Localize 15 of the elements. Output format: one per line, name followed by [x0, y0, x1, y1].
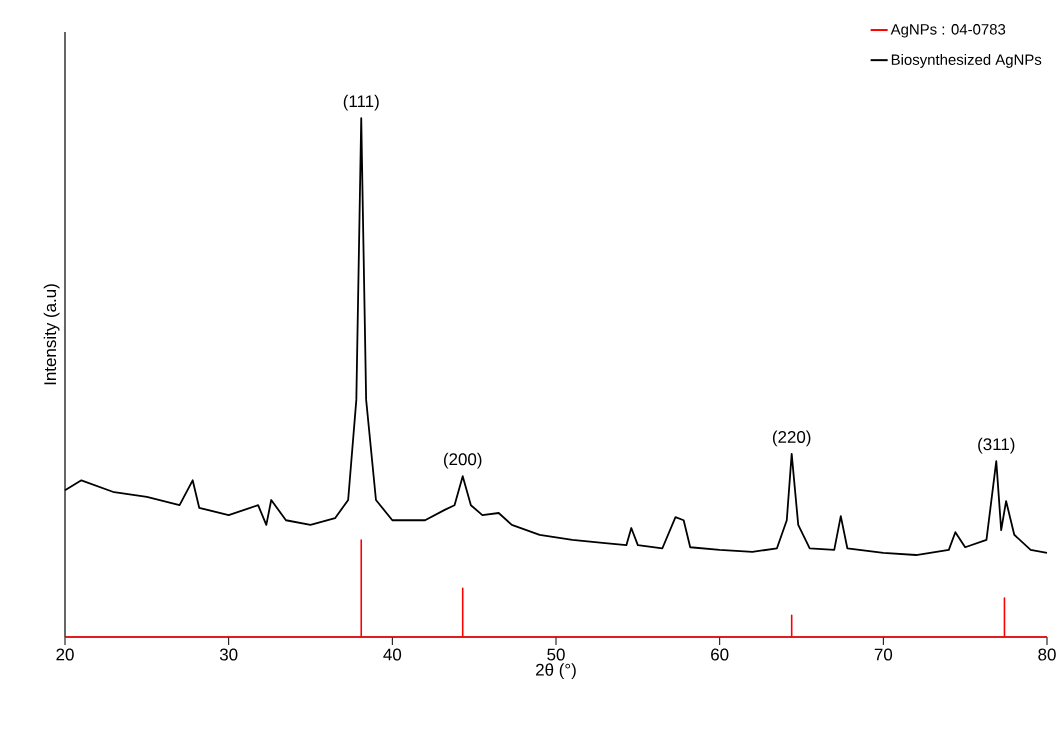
- x-tick-label: 70: [874, 648, 893, 661]
- x-tick-label: 50: [547, 648, 565, 661]
- annotation: (311): [978, 437, 1015, 454]
- x-axis-title: 2θ (°): [536, 663, 576, 680]
- annotation: (220): [772, 430, 811, 447]
- legend-label: Biosynthesized AgNPs: [891, 53, 1042, 68]
- x-tick-label: 80: [1038, 648, 1056, 661]
- x-tick-label: 30: [219, 648, 238, 661]
- x-tick-label: 60: [711, 648, 729, 661]
- x-tick-label: 20: [56, 648, 74, 661]
- x-tick-label: 40: [383, 648, 402, 661]
- annotation: (200): [443, 452, 482, 469]
- legend-label: AgNPs : 04-0783: [890, 24, 1006, 38]
- y-axis-title: Intensity (a.u): [43, 284, 60, 385]
- annotation: (111): [343, 94, 379, 111]
